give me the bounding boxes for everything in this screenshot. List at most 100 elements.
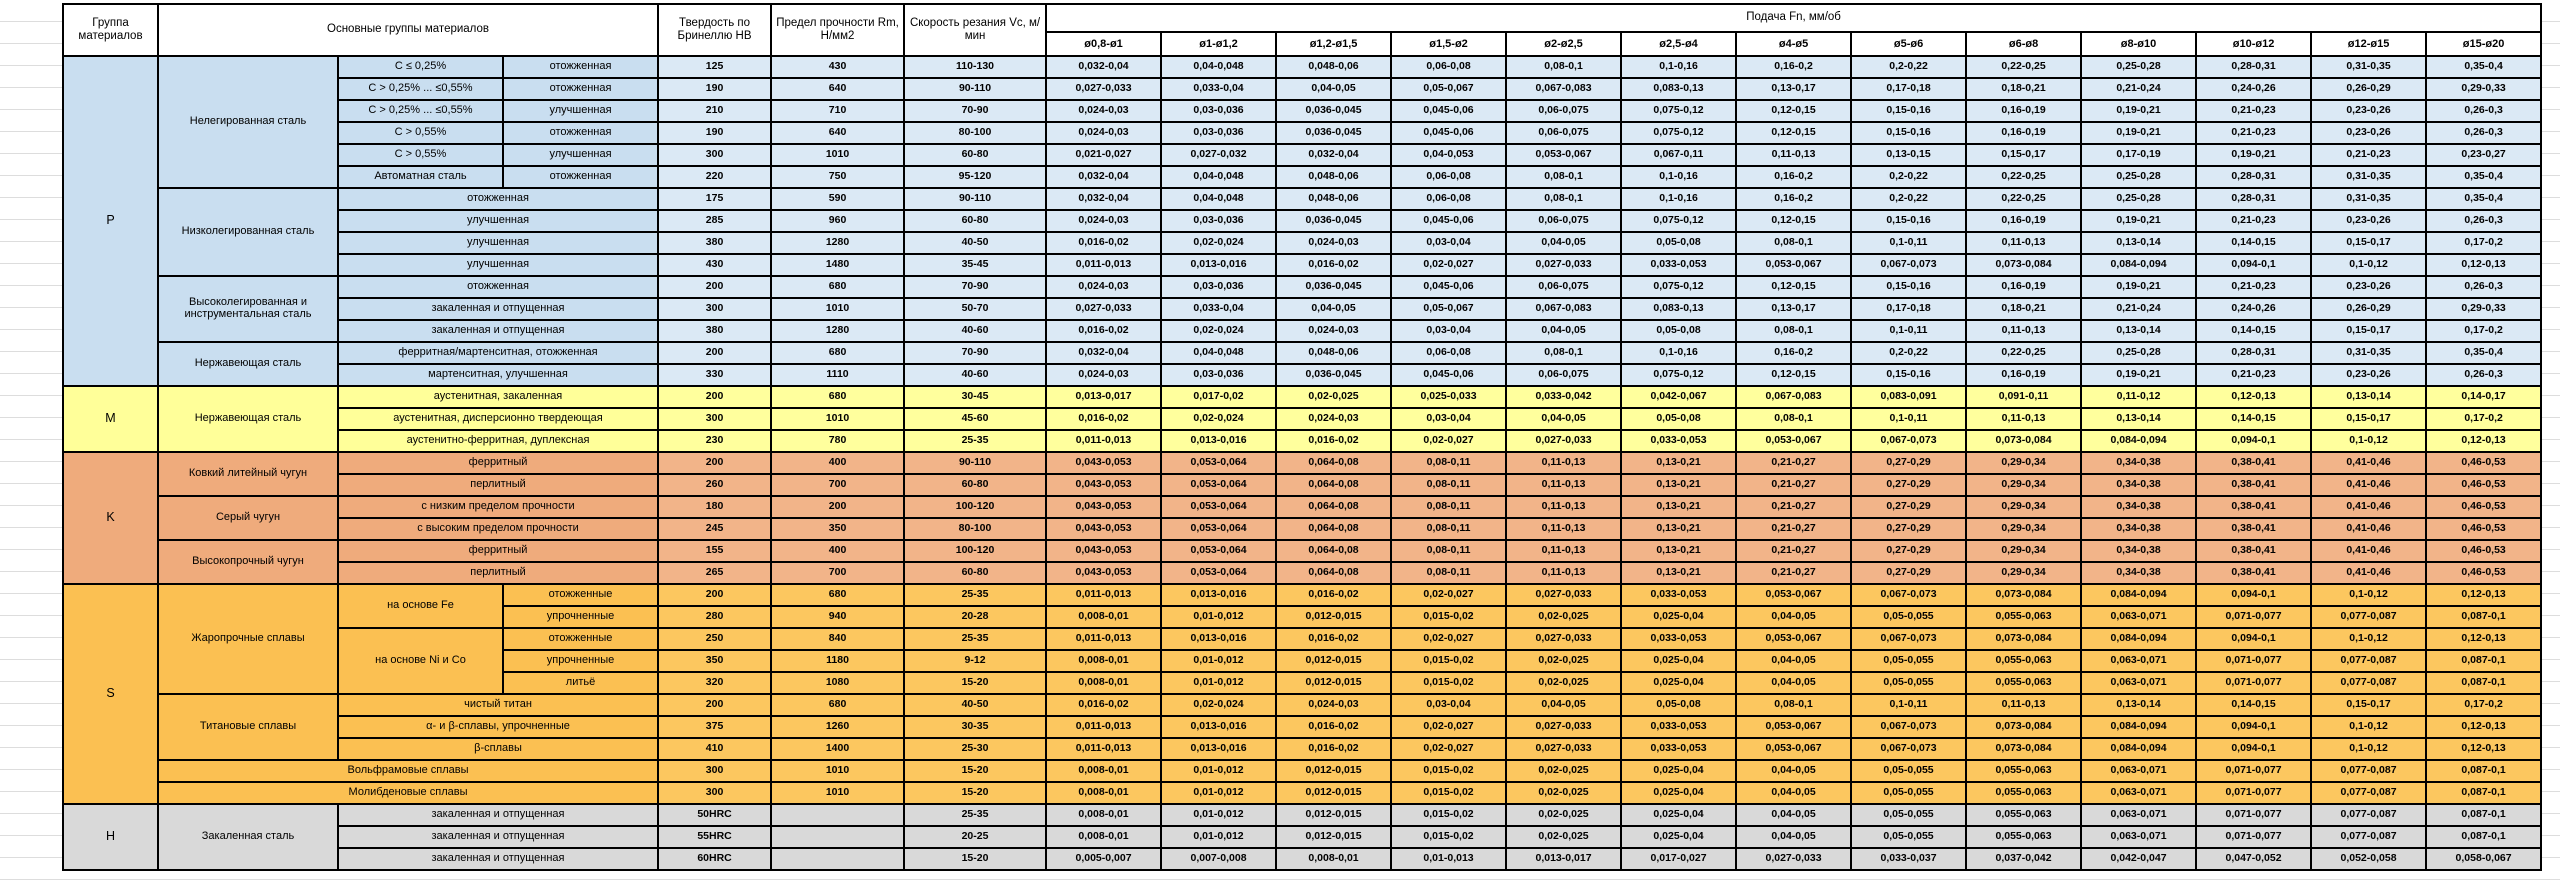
cell-material-label[interactable]: C > 0,25% ... ≤0,55%	[337, 99, 504, 123]
cell-feed-value[interactable]: 0,013-0,016	[1160, 737, 1278, 761]
cell-speed[interactable]: 70-90	[903, 341, 1048, 365]
cell-feed-value[interactable]: 0,055-0,063	[1965, 759, 2083, 783]
cell-feed-value[interactable]: 0,02-0,027	[1390, 583, 1508, 607]
cell-feed-value[interactable]: 0,084-0,094	[2080, 583, 2198, 607]
cell-feed-value[interactable]: 0,077-0,087	[2310, 825, 2428, 849]
cell-feed-value[interactable]: 0,16-0,2	[1735, 187, 1853, 211]
cell-feed-value[interactable]: 0,067-0,073	[1850, 583, 1968, 607]
cell-feed-value[interactable]: 0,013-0,016	[1160, 583, 1278, 607]
cell-feed-value[interactable]: 0,22-0,25	[1965, 187, 2083, 211]
cell-feed-value[interactable]: 0,05-0,055	[1850, 825, 1968, 849]
cell-feed-value[interactable]: 0,38-0,41	[2195, 495, 2313, 519]
cell-feed-value[interactable]: 0,2-0,22	[1850, 55, 1968, 79]
cell-speed[interactable]: 40-50	[903, 231, 1048, 255]
cell-feed-value[interactable]: 0,03-0,036	[1160, 275, 1278, 299]
cell-feed-value[interactable]: 0,083-0,13	[1620, 77, 1738, 101]
cell-feed-value[interactable]: 0,06-0,075	[1505, 121, 1623, 145]
cell-material-label[interactable]: упрочненные	[501, 605, 660, 629]
cell-feed-value[interactable]: 0,063-0,071	[2080, 605, 2198, 629]
cell-feed-value[interactable]: 0,015-0,02	[1390, 759, 1508, 783]
cell-strength[interactable]	[770, 847, 906, 871]
cell-feed-value[interactable]: 0,27-0,29	[1850, 473, 1968, 497]
cell-feed-value[interactable]: 0,032-0,04	[1045, 55, 1163, 79]
cell-feed-value[interactable]: 0,067-0,083	[1505, 77, 1623, 101]
cell-speed[interactable]: 25-35	[903, 627, 1048, 651]
cell-material-label[interactable]: улучшенная	[336, 209, 660, 233]
cell-material-label[interactable]: аустенитная, закаленная	[336, 385, 660, 409]
cell-feed-value[interactable]: 0,013-0,017	[1505, 847, 1623, 871]
cell-material-label[interactable]: улучшенная	[501, 143, 660, 167]
cell-feed-value[interactable]: 0,15-0,16	[1850, 209, 1968, 233]
cell-material-label[interactable]: перлитный	[336, 561, 660, 585]
cell-feed-value[interactable]: 0,011-0,013	[1045, 583, 1163, 607]
cell-feed-value[interactable]: 0,033-0,053	[1620, 583, 1738, 607]
cell-feed-value[interactable]: 0,045-0,06	[1390, 275, 1508, 299]
cell-feed-value[interactable]: 0,073-0,084	[1965, 737, 2083, 761]
cell-feed-value[interactable]: 0,46-0,53	[2425, 451, 2543, 475]
cell-feed-value[interactable]: 0,01-0,012	[1160, 759, 1278, 783]
cell-feed-value[interactable]: 0,077-0,087	[2310, 759, 2428, 783]
cell-feed-value[interactable]: 0,12-0,13	[2425, 737, 2543, 761]
cell-hardness[interactable]: 300	[657, 759, 773, 783]
cell-feed-value[interactable]: 0,08-0,1	[1505, 187, 1623, 211]
col-header-feed[interactable]: Подача Fn, мм/об	[1045, 3, 2543, 33]
cell-hardness[interactable]: 175	[657, 187, 773, 211]
cell-feed-value[interactable]: 0,063-0,071	[2080, 759, 2198, 783]
cell-material-label[interactable]: улучшенная	[336, 253, 660, 277]
cell-feed-value[interactable]: 0,38-0,41	[2195, 451, 2313, 475]
cell-feed-value[interactable]: 0,13-0,21	[1620, 451, 1738, 475]
cell-hardness[interactable]: 210	[657, 99, 773, 123]
cell-hardness[interactable]: 280	[657, 605, 773, 629]
cell-feed-value[interactable]: 0,01-0,012	[1160, 803, 1278, 827]
cell-feed-value[interactable]: 0,22-0,25	[1965, 165, 2083, 189]
cell-feed-value[interactable]: 0,08-0,11	[1390, 473, 1508, 497]
cell-speed[interactable]: 25-35	[903, 583, 1048, 607]
cell-feed-value[interactable]: 0,077-0,087	[2310, 803, 2428, 827]
cell-hardness[interactable]: 410	[657, 737, 773, 761]
cell-material-label[interactable]: ферритный	[336, 451, 660, 475]
cell-feed-value[interactable]: 0,26-0,3	[2425, 209, 2543, 233]
cell-feed-value[interactable]: 0,34-0,38	[2080, 473, 2198, 497]
cell-strength[interactable]: 1180	[770, 649, 906, 673]
cell-feed-value[interactable]: 0,1-0,11	[1850, 407, 1968, 431]
cell-hardness[interactable]: 430	[657, 253, 773, 277]
cell-feed-value[interactable]: 0,1-0,12	[2310, 429, 2428, 453]
cell-material-label[interactable]: закаленная и отпущенная	[336, 319, 660, 343]
cell-material-label[interactable]: упрочненные	[501, 649, 660, 673]
cell-feed-value[interactable]: 0,04-0,05	[1735, 759, 1853, 783]
cell-feed-value[interactable]: 0,15-0,16	[1850, 363, 1968, 387]
cell-hardness[interactable]: 230	[657, 429, 773, 453]
cell-feed-value[interactable]: 0,11-0,13	[1505, 451, 1623, 475]
cell-strength[interactable]: 400	[770, 539, 906, 563]
cell-feed-value[interactable]: 0,29-0,34	[1965, 539, 2083, 563]
cell-feed-value[interactable]: 0,05-0,08	[1620, 319, 1738, 343]
col-header-cutting-speed[interactable]: Скорость резания Vc, м/мин	[903, 3, 1048, 57]
cell-feed-value[interactable]: 0,033-0,037	[1850, 847, 1968, 871]
cell-feed-value[interactable]: 0,21-0,27	[1735, 561, 1853, 585]
cell-feed-value[interactable]: 0,29-0,34	[1965, 517, 2083, 541]
cell-feed-value[interactable]: 0,26-0,29	[2310, 297, 2428, 321]
cell-strength[interactable]: 1080	[770, 671, 906, 695]
cell-feed-value[interactable]: 0,23-0,26	[2310, 275, 2428, 299]
cell-feed-value[interactable]: 0,02-0,027	[1390, 253, 1508, 277]
cell-feed-value[interactable]: 0,073-0,084	[1965, 715, 2083, 739]
cell-feed-value[interactable]: 0,21-0,23	[2195, 363, 2313, 387]
cell-feed-value[interactable]: 0,02-0,027	[1390, 715, 1508, 739]
cell-feed-value[interactable]: 0,013-0,017	[1045, 385, 1163, 409]
cell-feed-value[interactable]: 0,23-0,26	[2310, 99, 2428, 123]
cell-feed-value[interactable]: 0,01-0,013	[1390, 847, 1508, 871]
cell-speed[interactable]: 30-45	[903, 385, 1048, 409]
cell-feed-value[interactable]: 0,02-0,024	[1160, 319, 1278, 343]
cell-material-label[interactable]: отожженная	[501, 77, 660, 101]
cell-feed-value[interactable]: 0,04-0,048	[1160, 341, 1278, 365]
cell-feed-value[interactable]: 0,23-0,26	[2310, 209, 2428, 233]
cell-feed-value[interactable]: 0,35-0,4	[2425, 187, 2543, 211]
cell-feed-value[interactable]: 0,011-0,013	[1045, 737, 1163, 761]
cell-feed-value[interactable]: 0,04-0,05	[1505, 231, 1623, 255]
cell-material-label[interactable]: перлитный	[336, 473, 660, 497]
cell-group-letter[interactable]: M	[62, 385, 159, 453]
cell-strength[interactable]	[770, 825, 906, 849]
cell-feed-value[interactable]: 0,1-0,12	[2310, 583, 2428, 607]
cell-speed[interactable]: 80-100	[903, 517, 1048, 541]
cell-material-label[interactable]: C > 0,55%	[337, 121, 504, 145]
